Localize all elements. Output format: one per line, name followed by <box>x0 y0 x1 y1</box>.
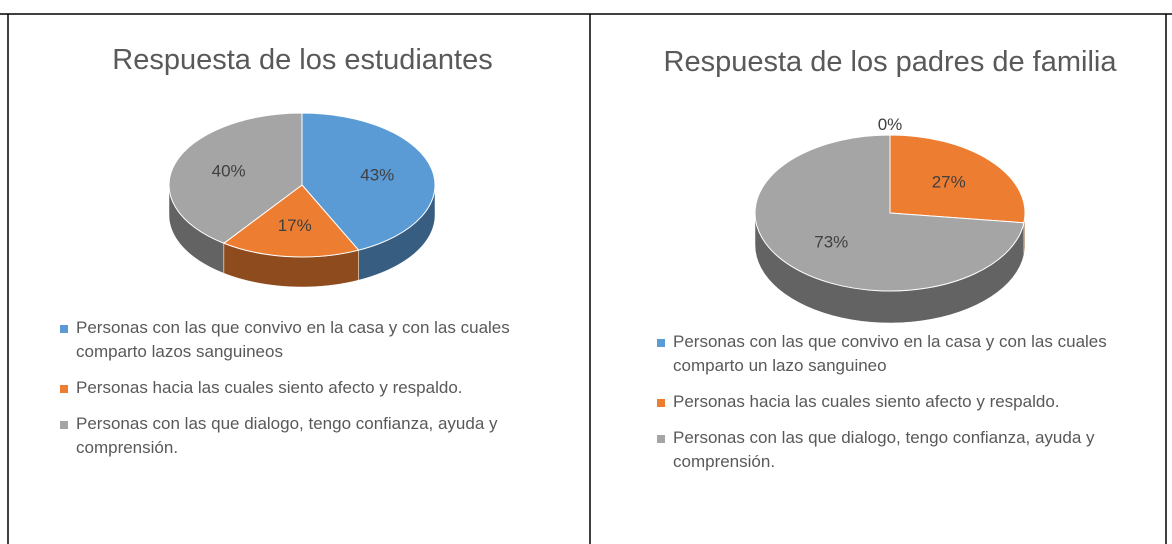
legend: Personas con las que convivo en la casa … <box>60 316 530 508</box>
legend-item: Personas hacia las cuales siento afecto … <box>60 376 530 400</box>
legend-swatch <box>60 421 68 429</box>
legend-item: Personas con las que dialogo, tengo conf… <box>60 412 530 460</box>
legend-item: Personas hacia las cuales siento afecto … <box>657 390 1107 414</box>
chart-title: Respuesta de los padres de familia <box>663 46 1117 78</box>
legend-item: Personas con las que dialogo, tengo conf… <box>657 426 1107 474</box>
pie-1: 43% 17% 40% <box>168 112 436 288</box>
slice <box>889 134 1026 224</box>
legend-label: Personas con las que convivo en la casa … <box>76 318 510 361</box>
data-label: 73% <box>814 232 848 251</box>
data-label: 17% <box>278 216 312 235</box>
legend-swatch <box>657 339 665 347</box>
slice <box>301 112 436 251</box>
chart-title: Respuesta de los estudiantes <box>112 44 493 76</box>
slice <box>222 184 360 258</box>
legend: Personas con las que convivo en la casa … <box>657 330 1107 530</box>
legend-swatch <box>657 399 665 407</box>
data-label: 0% <box>878 115 903 134</box>
legend-item: Personas con las que convivo en la casa … <box>657 330 1107 378</box>
legend-label: Personas con las que dialogo, tengo conf… <box>76 414 498 457</box>
legend-item: Personas con las que convivo en la casa … <box>60 316 530 364</box>
legend-swatch <box>60 325 68 333</box>
legend-label: Personas con las que dialogo, tengo conf… <box>673 428 1095 471</box>
legend-swatch <box>60 385 68 393</box>
pie-2: 0% 27% 73% <box>754 115 1026 324</box>
data-label: 40% <box>212 162 246 181</box>
slice <box>754 134 1025 292</box>
legend-label: Personas con las que convivo en la casa … <box>673 332 1107 375</box>
data-label: 43% <box>360 165 394 184</box>
data-label: 27% <box>932 173 966 192</box>
legend-swatch <box>657 435 665 443</box>
legend-label: Personas hacia las cuales siento afecto … <box>76 378 463 397</box>
slice <box>168 112 303 244</box>
legend-label: Personas hacia las cuales siento afecto … <box>673 392 1060 411</box>
